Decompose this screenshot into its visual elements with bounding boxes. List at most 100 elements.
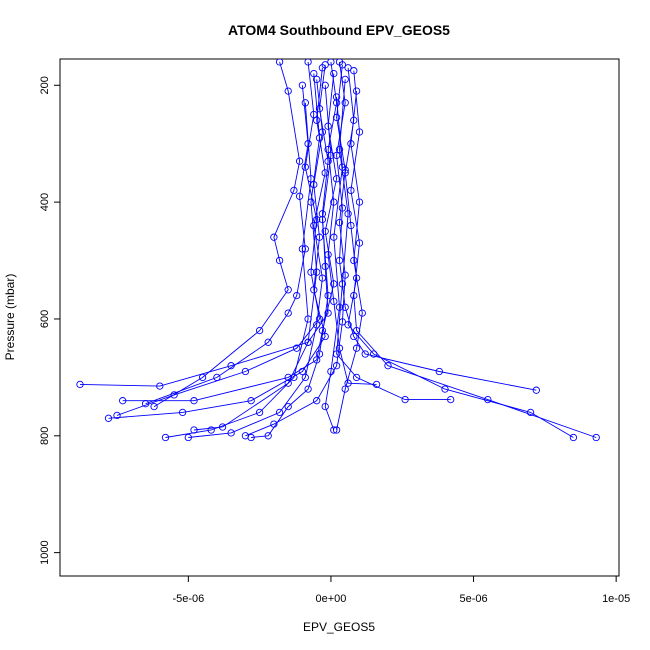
data-point — [284, 286, 292, 294]
data-point — [352, 373, 361, 382]
data-point — [295, 192, 304, 200]
x-tick-label: 5e-06 — [459, 593, 487, 605]
data-point — [361, 350, 369, 358]
data-point — [304, 59, 312, 66]
data-point — [330, 280, 338, 288]
data-point — [315, 315, 324, 323]
data-point — [335, 256, 344, 265]
data-point — [301, 99, 309, 107]
y-tick-label: 1000 — [39, 540, 51, 564]
data-point — [347, 140, 355, 148]
series-line — [336, 61, 537, 391]
data-point — [161, 433, 170, 442]
series-line — [336, 79, 451, 401]
data-point — [332, 362, 341, 370]
data-point — [255, 326, 264, 335]
data-point — [321, 402, 329, 411]
data-point — [532, 386, 540, 394]
chart-title: ATOM4 Southbound EPV_GEOS5 — [228, 22, 450, 38]
data-point — [355, 128, 364, 136]
data-point — [341, 385, 349, 393]
data-point — [484, 395, 492, 404]
data-point — [293, 344, 301, 352]
data-point — [315, 134, 324, 142]
data-point — [330, 198, 338, 206]
data-point — [141, 400, 150, 408]
data-point — [307, 175, 315, 183]
data-point — [113, 411, 121, 420]
data-point — [150, 402, 158, 411]
data-point — [335, 303, 344, 311]
data-point — [324, 291, 332, 300]
series-line — [336, 91, 363, 431]
data-point — [350, 67, 358, 75]
data-point — [284, 379, 292, 387]
data-point — [435, 367, 443, 376]
data-point — [104, 414, 113, 422]
data-point — [318, 274, 327, 282]
data-point — [370, 350, 378, 358]
data-point — [355, 198, 364, 206]
series-line — [153, 61, 301, 407]
data-point — [156, 382, 164, 390]
data-point — [275, 59, 284, 66]
data-point — [310, 69, 318, 78]
data-point — [324, 309, 332, 317]
data-point — [352, 344, 361, 352]
series-line — [79, 64, 329, 387]
data-point — [318, 64, 327, 72]
series-line — [108, 79, 326, 419]
data-point — [313, 116, 321, 124]
series-line — [324, 96, 343, 431]
data-point — [264, 338, 272, 346]
data-point — [330, 297, 338, 306]
series-line — [188, 67, 326, 438]
data-point — [178, 408, 187, 417]
data-point — [350, 256, 358, 265]
data-point — [284, 87, 292, 95]
data-point — [441, 385, 449, 393]
data-point — [352, 274, 361, 282]
y-tick-label: 600 — [39, 310, 51, 328]
data-point — [255, 408, 264, 417]
data-point — [284, 309, 292, 317]
data-point — [338, 61, 347, 69]
data-point — [298, 81, 307, 89]
data-point — [341, 99, 349, 107]
data-point — [241, 367, 250, 376]
data-point — [307, 268, 315, 276]
data-point — [355, 239, 364, 247]
series-line — [344, 67, 574, 438]
y-tick-label: 800 — [39, 427, 51, 445]
data-point — [290, 373, 298, 382]
x-tick-label: -5e-06 — [172, 593, 204, 605]
data-point — [198, 373, 207, 382]
data-point — [338, 163, 347, 171]
data-point — [170, 391, 178, 399]
data-point — [247, 397, 255, 405]
data-point — [313, 215, 321, 224]
data-point — [526, 408, 535, 417]
data-point — [335, 218, 344, 227]
data-point — [372, 380, 381, 389]
data-point — [592, 433, 600, 442]
data-point — [290, 186, 298, 195]
data-point — [352, 87, 361, 95]
data-point — [338, 280, 347, 288]
data-point — [247, 433, 255, 442]
x-axis: -5e-06 0e+00 5e-06 1e-05 — [172, 575, 630, 605]
x-axis-label: EPV_GEOS5 — [303, 620, 375, 634]
data-point — [332, 151, 341, 160]
data-point — [301, 163, 309, 171]
data-point — [304, 385, 312, 393]
data-point — [315, 350, 324, 358]
data-point — [190, 397, 198, 405]
data-point — [227, 429, 235, 437]
data-point — [350, 332, 358, 341]
data-point — [332, 175, 341, 183]
data-point — [321, 227, 329, 235]
data-point — [213, 373, 221, 382]
data-point — [315, 233, 324, 241]
series-line — [193, 73, 320, 431]
data-point — [330, 69, 338, 78]
